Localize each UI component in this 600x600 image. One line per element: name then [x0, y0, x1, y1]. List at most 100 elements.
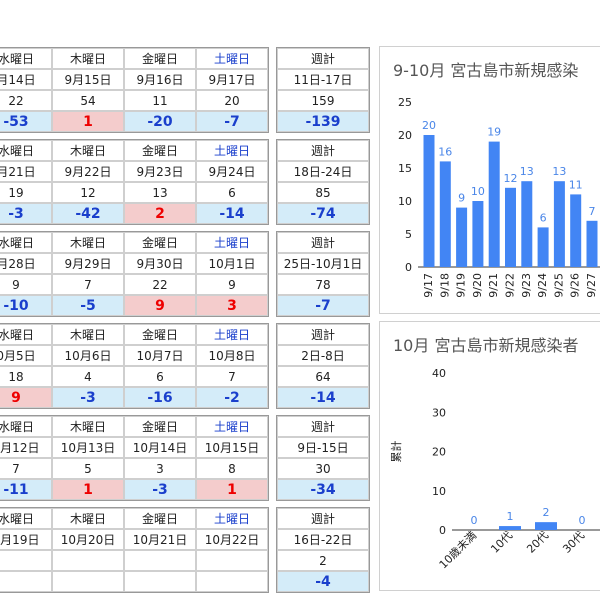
- diff: 9: [0, 387, 52, 408]
- date: 9月15日: [52, 69, 124, 90]
- date: 0月12日: [0, 437, 52, 458]
- bar: [505, 187, 516, 267]
- diff: [196, 571, 268, 592]
- count: 5: [52, 458, 124, 479]
- x-tick-label-group: 20代: [524, 529, 551, 556]
- day-header: 金曜日: [124, 508, 196, 529]
- week-header: 週計: [277, 232, 369, 253]
- week-diff: -4: [277, 571, 369, 592]
- count: 7: [0, 458, 52, 479]
- bar: [535, 522, 557, 530]
- diff: 2: [124, 203, 196, 224]
- week-header: 週計: [277, 416, 369, 437]
- value-label: 20: [422, 119, 436, 132]
- y-tick-label: 5: [405, 228, 412, 241]
- y-tick-label: 40: [432, 367, 446, 380]
- week-total-block: [276, 47, 370, 133]
- y-tick-label: 10: [398, 195, 412, 208]
- date: 10月6日: [52, 345, 124, 366]
- chart-title: 9-10月 宮古島市新規感染: [393, 61, 578, 80]
- diff: -53: [0, 111, 52, 132]
- week-block: [0, 139, 269, 225]
- value-label: 19: [487, 126, 501, 139]
- bar: [423, 135, 435, 267]
- week-total: 2: [277, 550, 369, 571]
- date: 10月13日: [52, 437, 124, 458]
- day-header: 水曜日: [0, 416, 52, 437]
- count: 22: [0, 90, 52, 111]
- y-tick-label: 10: [432, 485, 446, 498]
- date: 10月20日: [52, 529, 124, 550]
- x-tick-label: 10代: [488, 529, 515, 556]
- week-header: 週計: [277, 324, 369, 345]
- diff: -10: [0, 295, 52, 316]
- chart-title: 10月 宮古島市新規感染者: [393, 336, 578, 355]
- value-label: 7: [589, 205, 596, 218]
- day-header: 土曜日: [196, 232, 268, 253]
- y-tick-label: 25: [398, 96, 412, 109]
- count: [196, 550, 268, 571]
- week-total: 85: [277, 182, 369, 203]
- date: 9月17日: [196, 69, 268, 90]
- day-header: 木曜日: [52, 48, 124, 69]
- day-header: 金曜日: [124, 140, 196, 161]
- week-range: 16日-22日: [277, 529, 369, 550]
- value-label: 13: [552, 165, 566, 178]
- x-tick-label-group: 9/27: [585, 273, 598, 298]
- x-tick-label: 9/20: [471, 273, 484, 298]
- day-header: 金曜日: [124, 48, 196, 69]
- value-label: 13: [520, 165, 534, 178]
- diff: 3: [196, 295, 268, 316]
- date: 9月30日: [124, 253, 196, 274]
- value-label: 0: [471, 514, 478, 527]
- value-label: 2: [543, 506, 550, 519]
- count: 7: [52, 274, 124, 295]
- x-tick-label: 9/22: [504, 273, 517, 298]
- diff: 1: [196, 479, 268, 500]
- bar: [456, 207, 468, 267]
- x-tick-label: 9/18: [438, 273, 451, 298]
- count: 22: [124, 274, 196, 295]
- date: 月28日: [0, 253, 52, 274]
- x-tick-label-group: 9/19: [455, 273, 468, 298]
- y-tick-label: 0: [439, 524, 446, 537]
- count: 12: [52, 182, 124, 203]
- week-block: [0, 47, 269, 133]
- count: 9: [0, 274, 52, 295]
- x-tick-label-group: 9/20: [471, 273, 484, 298]
- date: 月21日: [0, 161, 52, 182]
- chart-panel: [379, 321, 600, 591]
- week-total-block: [276, 323, 370, 409]
- count: 13: [124, 182, 196, 203]
- day-header: 土曜日: [196, 48, 268, 69]
- week-diff: -34: [277, 479, 369, 500]
- diff: -3: [124, 479, 196, 500]
- week-total-block: [276, 231, 370, 317]
- day-header: 木曜日: [52, 416, 124, 437]
- date: 10月21日: [124, 529, 196, 550]
- value-label: 16: [438, 145, 452, 158]
- x-tick-label: 9/21: [487, 273, 500, 298]
- day-header: 土曜日: [196, 324, 268, 345]
- value-label: 10: [471, 185, 485, 198]
- count: 9: [196, 274, 268, 295]
- count: [124, 550, 196, 571]
- x-tick-label: 9/24: [536, 273, 549, 298]
- day-header: 水曜日: [0, 324, 52, 345]
- date: 9月22日: [52, 161, 124, 182]
- x-tick-label-group: 10代: [488, 529, 515, 556]
- diff: -2: [196, 387, 268, 408]
- diff: 1: [52, 111, 124, 132]
- value-label: 0: [579, 514, 586, 527]
- x-tick-label: 9/19: [455, 273, 468, 298]
- week-range: 25日-10月1日: [277, 253, 369, 274]
- diff: [0, 571, 52, 592]
- diff: 9: [124, 295, 196, 316]
- day-header: 木曜日: [52, 508, 124, 529]
- y-tick-label: 15: [398, 162, 412, 175]
- x-tick-label-group: 9/23: [520, 273, 533, 298]
- value-label: 9: [458, 192, 465, 205]
- bar: [439, 161, 451, 267]
